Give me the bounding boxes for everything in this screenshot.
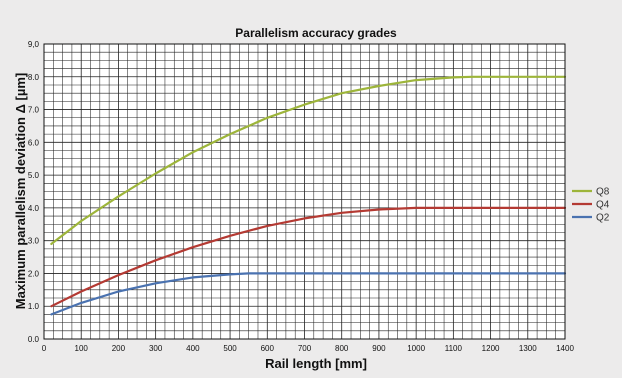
x-tick-label: 1000 <box>407 344 425 353</box>
y-tick-label: 1.0 <box>28 302 40 311</box>
x-tick-label: 1300 <box>519 344 537 353</box>
y-tick-label: 4.0 <box>28 204 40 213</box>
x-tick-label: 1100 <box>445 344 463 353</box>
y-tick-label: 5.0 <box>28 171 40 180</box>
x-tick-label: 100 <box>75 344 89 353</box>
chart-title: Parallelism accuracy grades <box>235 26 397 40</box>
series-lines <box>50 75 567 316</box>
x-tick-labels: 0 100 200 300 400 500 600 700 800 900 1000 1100 1200… <box>42 344 575 353</box>
legend: Q8 Q4 Q2 <box>572 187 610 224</box>
x-tick-label: 800 <box>335 344 349 353</box>
grid <box>44 44 565 339</box>
x-tick-label: 500 <box>223 344 237 353</box>
y-tick-label: 8.0 <box>28 73 40 82</box>
y-axis-title: Maximum parallelism deviation Δ [µm] <box>13 73 28 309</box>
series-line-q2 <box>50 272 567 316</box>
legend-label-q2: Q2 <box>596 213 610 224</box>
y-tick-labels: 0.0 1.0 2.0 3.0 4.0 5.0 6.0 7.0 8.0 9,0 <box>28 40 40 344</box>
x-tick-label: 0 <box>42 344 47 353</box>
x-tick-label: 300 <box>149 344 163 353</box>
y-tick-label: 6.0 <box>28 138 40 147</box>
x-tick-label: 600 <box>261 344 275 353</box>
y-tick-label: 0.0 <box>28 335 40 344</box>
y-tick-label: 9,0 <box>28 40 40 49</box>
x-tick-label: 1200 <box>482 344 500 353</box>
x-tick-label: 1400 <box>556 344 574 353</box>
x-axis-title: Rail length [mm] <box>265 356 367 371</box>
y-tick-label: 3.0 <box>28 237 40 246</box>
series-line-q4 <box>50 206 567 308</box>
x-tick-label: 400 <box>186 344 200 353</box>
plot-border <box>43 43 566 340</box>
x-tick-label: 200 <box>112 344 126 353</box>
y-tick-label: 2.0 <box>28 269 40 278</box>
legend-label-q8: Q8 <box>596 187 610 198</box>
series-line-q8 <box>50 75 567 245</box>
y-tick-label: 7.0 <box>28 106 40 115</box>
legend-label-q4: Q4 <box>596 200 610 211</box>
x-tick-label: 900 <box>372 344 386 353</box>
x-tick-label: 700 <box>298 344 312 353</box>
